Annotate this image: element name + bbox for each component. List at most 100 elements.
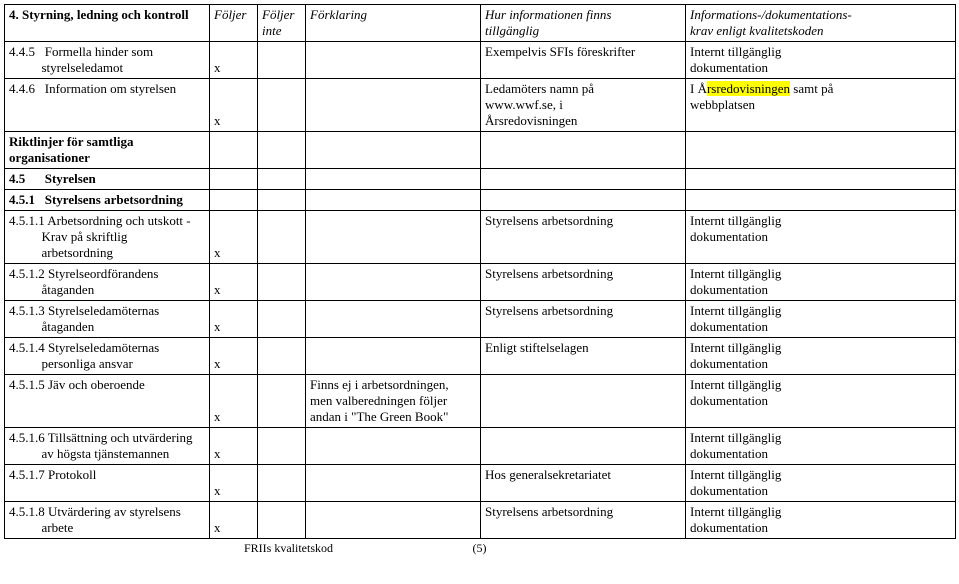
table-row: 4.5.1.8 Utvärdering av styrelsens arbete… (5, 502, 956, 539)
col-header-foljer-inte: Följer inte (258, 5, 306, 42)
text: dokumentation (690, 446, 768, 461)
table-row: 4.5.1.1 Arbetsordning och utskott - Krav… (5, 211, 956, 264)
cell (210, 132, 258, 169)
cell-forklaring: Finns ej i arbetsordningen, men valbered… (306, 375, 481, 428)
cell-info: Enligt stiftelselagen (481, 338, 686, 375)
cell-info: Exempelvis SFIs föreskrifter (481, 42, 686, 79)
section-title: 4. Styrning, ledning och kontroll (5, 5, 210, 42)
cell-info: Hos generalsekretariatet (481, 465, 686, 502)
table-row: 4.4.6 Information om styrelsen x Ledamöt… (5, 79, 956, 132)
table-row: 4.5 Styrelsen (5, 169, 956, 190)
cell-krav: Internt tillgänglig dokumentation (686, 338, 956, 375)
row-label: 4.5.1 Styrelsens arbetsordning (5, 190, 210, 211)
text: Internt tillgänglig (690, 377, 781, 392)
text: Information om styrelsen (45, 81, 176, 96)
cell-foljer: x (210, 375, 258, 428)
text: inte (262, 23, 282, 38)
text: Informations-/dokumentations- (690, 7, 852, 22)
cell-krav: Internt tillgänglig dokumentation (686, 375, 956, 428)
table-row: 4.5.1.5 Jäv och oberoende x Finns ej i a… (5, 375, 956, 428)
text: webbplatsen (690, 97, 755, 112)
row-label: 4.4.5 Formella hinder som styrelseledamo… (5, 42, 210, 79)
cell (258, 132, 306, 169)
text: dokumentation (690, 282, 768, 297)
row-label: 4.5.1.4 Styrelseledamöternas personliga … (5, 338, 210, 375)
cell-krav: I Årsredovisningen samt på webbplatsen (686, 79, 956, 132)
text: åtaganden (42, 319, 95, 334)
text: Formella hinder som (45, 44, 153, 59)
text: 4.5.1 (9, 192, 35, 207)
text: Styrelsen (45, 171, 96, 186)
cell (258, 264, 306, 301)
cell (481, 428, 686, 465)
cell-info: Ledamöters namn på www.wwf.se, i Årsredo… (481, 79, 686, 132)
text: andan i "The Green Book" (310, 409, 448, 424)
cell-info: Styrelsens arbetsordning (481, 211, 686, 264)
highlighted-text: rsredovisningen (707, 81, 790, 96)
row-label: 4.5.1.5 Jäv och oberoende (5, 375, 210, 428)
text: 4.5 (9, 171, 25, 186)
cell (686, 190, 956, 211)
text: 4.4.6 (9, 81, 35, 96)
text: 4.5.1.1 Arbetsordning och utskott - (9, 213, 191, 228)
text: Hur informationen finns (485, 7, 611, 22)
cell (306, 211, 481, 264)
row-label: 4.4.6 Information om styrelsen (5, 79, 210, 132)
cell (481, 375, 686, 428)
text: 4.5.1.6 Tillsättning och utvärdering (9, 430, 192, 445)
cell-foljer: x (210, 465, 258, 502)
text: Krav på skriftlig (42, 229, 128, 244)
text: styrelseledamot (42, 60, 124, 75)
text: arbete (42, 520, 74, 535)
cell-krav: Internt tillgänglig dokumentation (686, 428, 956, 465)
cell-foljer: x (210, 428, 258, 465)
text: samt på (790, 81, 833, 96)
cell-foljer: x (210, 502, 258, 539)
cell-info: Styrelsens arbetsordning (481, 301, 686, 338)
text: Internt tillgänglig (690, 340, 781, 355)
cell (481, 169, 686, 190)
table-header-row: 4. Styrning, ledning och kontroll Följer… (5, 5, 956, 42)
table-row: 4.5.1.3 Styrelseledamöternas åtaganden x… (5, 301, 956, 338)
cell (306, 465, 481, 502)
table-row: Riktlinjer för samtliga organisationer (5, 132, 956, 169)
cell-krav: Internt tillgänglig dokumentation (686, 211, 956, 264)
text: Internt tillgänglig (690, 467, 781, 482)
cell (258, 301, 306, 338)
cell-foljer: x (210, 301, 258, 338)
cell (306, 338, 481, 375)
table-row: 4.5.1.2 Styrelseordförandens åtaganden x… (5, 264, 956, 301)
cell-forklaring (306, 42, 481, 79)
cell (258, 338, 306, 375)
table-row: 4.4.5 Formella hinder som styrelseledamo… (5, 42, 956, 79)
cell (306, 190, 481, 211)
text: Internt tillgänglig (690, 266, 781, 281)
text: Styrelsens arbetsordning (45, 192, 183, 207)
cell-krav: Internt tillgänglig dokumentation (686, 301, 956, 338)
cell-info: Styrelsens arbetsordning (481, 264, 686, 301)
cell-foljer: x (210, 338, 258, 375)
text: 4.5.1.3 Styrelseledamöternas (9, 303, 159, 318)
text: Finns ej i arbetsordningen, (310, 377, 449, 392)
cell (686, 132, 956, 169)
table-row: 4.5.1.6 Tillsättning och utvärdering av … (5, 428, 956, 465)
text: Riktlinjer för samtliga (9, 134, 133, 149)
table-row: 4.5.1 Styrelsens arbetsordning (5, 190, 956, 211)
cell-foljer: x (210, 42, 258, 79)
text: men valberedningen följer (310, 393, 447, 408)
cell (306, 169, 481, 190)
cell (258, 428, 306, 465)
text: organisationer (9, 150, 90, 165)
cell (210, 169, 258, 190)
text: 4.4.5 (9, 44, 35, 59)
cell (306, 502, 481, 539)
text: www.wwf.se, i (485, 97, 563, 112)
cell (481, 132, 686, 169)
text: Internt tillgänglig (690, 430, 781, 445)
cell-krav: Internt tillgänglig dokumentation (686, 264, 956, 301)
text: dokumentation (690, 483, 768, 498)
text: dokumentation (690, 356, 768, 371)
text: krav enligt kvalitetskoden (690, 23, 824, 38)
footer-left-text: FRIIs kvalitetskod (244, 541, 333, 556)
text: dokumentation (690, 319, 768, 334)
